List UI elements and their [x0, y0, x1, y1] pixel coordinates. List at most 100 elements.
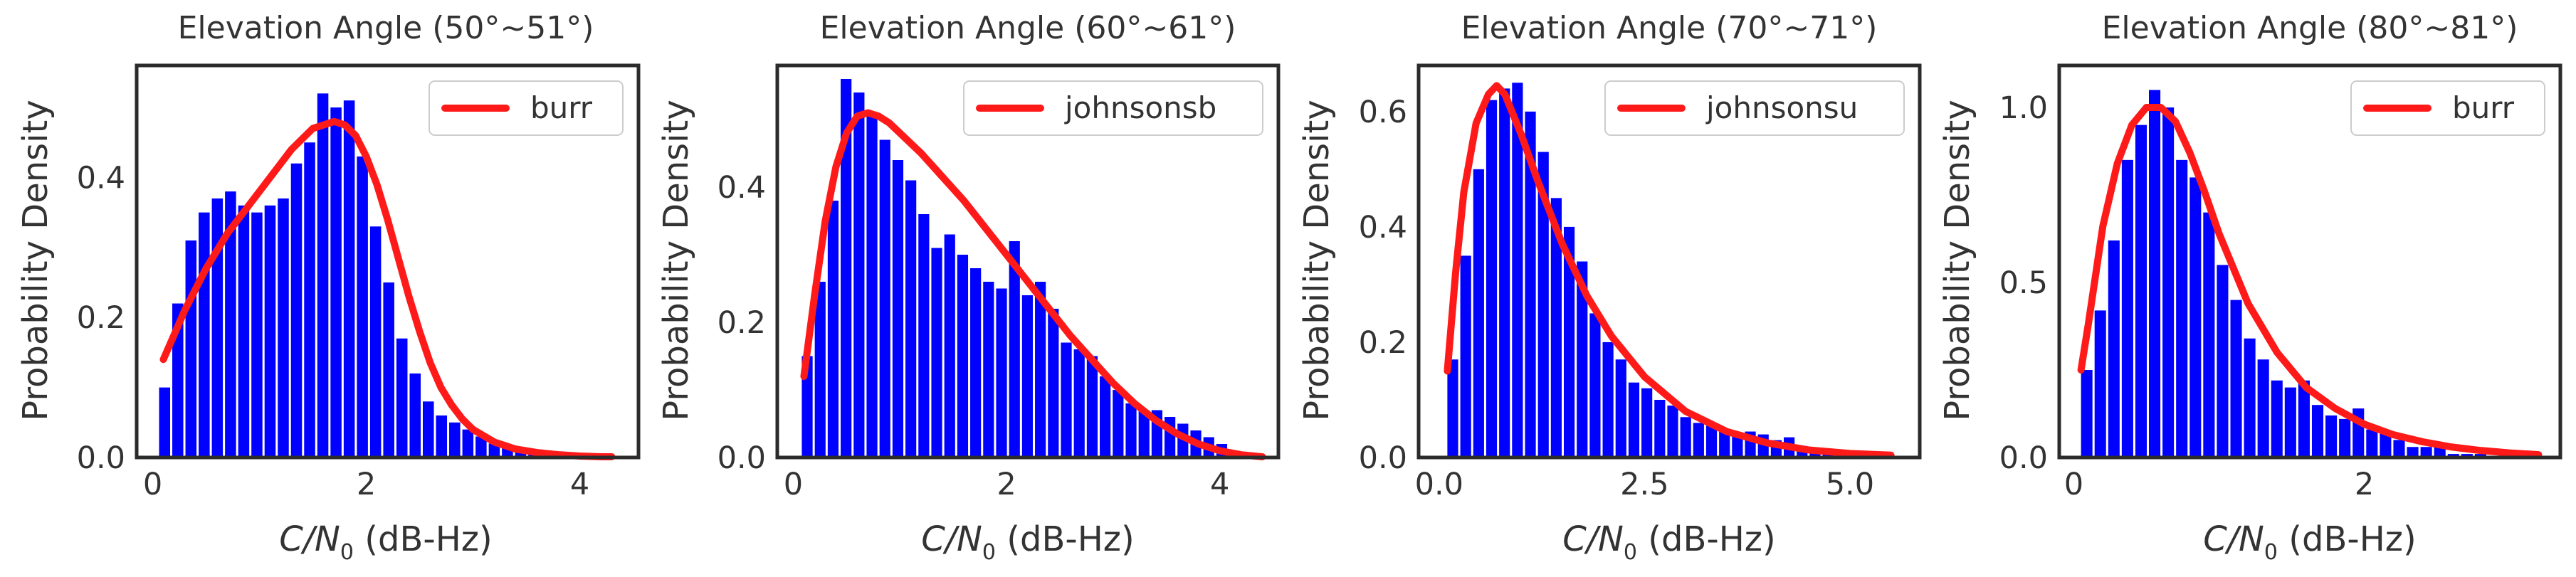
panel-title: Elevation Angle (60°~61°) [820, 10, 1236, 46]
histogram-bar [1628, 382, 1640, 457]
histogram-bar [225, 191, 236, 457]
histogram-bar [383, 282, 394, 457]
histogram-bar [159, 387, 171, 457]
histogram-bar [2244, 338, 2256, 457]
histogram-bar [290, 163, 303, 457]
histogram-bar [357, 156, 368, 457]
y-axis-label: Probability Density [16, 100, 56, 420]
histogram-bar [931, 248, 942, 457]
histogram-bar [1525, 111, 1536, 457]
y-axis-label: Probability Density [1938, 100, 1977, 420]
x-tick-label: 0 [143, 467, 162, 502]
histogram-bar [1486, 100, 1498, 457]
y-tick-label: 0.0 [77, 440, 125, 476]
histogram-bar [1100, 376, 1111, 457]
histogram-bar [172, 303, 184, 457]
histogram-bar [396, 338, 408, 457]
histogram-bar [853, 92, 865, 457]
y-axis-label: Probability Density [656, 100, 696, 420]
fit-curve-burr [159, 117, 616, 461]
histogram-bar [1073, 349, 1085, 457]
histogram-bar [1667, 406, 1678, 457]
histogram-bar [2339, 418, 2351, 457]
histogram-bar [251, 212, 263, 457]
histogram-bar [2094, 310, 2106, 458]
histogram-bar [905, 180, 917, 457]
histogram-bar [1732, 434, 1743, 457]
histogram-bar [369, 226, 382, 457]
x-tick-label: 0 [2064, 467, 2083, 502]
y-tick-label: 0.5 [1999, 265, 2048, 301]
legend-label: burr [530, 90, 593, 125]
histogram-bar [1654, 399, 1666, 457]
histogram-bar [2311, 405, 2324, 457]
histogram-bar [462, 429, 474, 457]
x-axis-label: C/N0 (dB-Hz) [279, 519, 492, 565]
histogram-bar [1705, 425, 1718, 457]
histogram-bar [841, 79, 852, 457]
x-tick-label: 2.5 [1620, 467, 1668, 502]
histogram-bar [1447, 359, 1458, 457]
histogram-bar [2257, 359, 2269, 457]
histogram-bar [1021, 295, 1034, 457]
x-axis-label: C/N0 (dB-Hz) [2203, 519, 2416, 565]
panel-4: Elevation Angle (80°~81°) Probability De… [1938, 10, 2562, 565]
histogram-bar [2135, 125, 2147, 457]
panel-title: Elevation Angle (50°~51°) [178, 10, 594, 46]
histogram-bar [436, 415, 448, 457]
histogram-bar [2325, 415, 2338, 457]
axes-frame [775, 63, 1281, 460]
legend-box [963, 80, 1263, 136]
panel-2: Elevation Angle (60°~61°) Probability De… [656, 10, 1281, 565]
y-tick-label: 1.0 [1999, 90, 2048, 126]
panel-title: Elevation Angle (70°~71°) [1461, 10, 1878, 46]
fit-curve-johnsonsb [800, 109, 1266, 461]
histogram-bar [970, 268, 982, 457]
legend-box [429, 80, 624, 136]
histogram-bar [879, 139, 890, 457]
histogram-bar [801, 356, 813, 457]
histogram-bar [488, 443, 500, 457]
histogram-bar [1499, 88, 1510, 457]
x-tick-label: 0 [784, 467, 803, 502]
axes-frame [2057, 63, 2562, 460]
histogram-bar [2420, 447, 2432, 457]
x-tick-label: 2 [997, 467, 1016, 502]
histogram-bar [1138, 410, 1150, 457]
histogram-bar [892, 160, 904, 457]
y-axis-label: Probability Density [1297, 100, 1337, 420]
histogram-bar [1473, 169, 1484, 457]
histogram-bar [1680, 417, 1691, 457]
histogram-bar [2162, 107, 2175, 458]
histogram-bar [264, 205, 276, 457]
histogram-bar [827, 201, 839, 457]
histogram-bar [449, 422, 461, 457]
histogram-bar [2203, 212, 2215, 457]
legend-label: johnsonsb [1064, 90, 1216, 125]
histogram-bar [1048, 309, 1059, 457]
histogram-bar [330, 107, 342, 458]
histogram-bar [515, 450, 527, 457]
histogram-bar [1035, 282, 1046, 457]
histogram-bar [1693, 423, 1704, 457]
histogram-bar [1719, 428, 1730, 457]
y-tick-label: 0.4 [77, 160, 125, 196]
histogram-bar [2230, 300, 2242, 457]
legend-label: johnsonsu [1705, 90, 1858, 125]
histogram-bar [2434, 447, 2446, 457]
histogram-bar [1460, 255, 1471, 457]
y-tick-label: 0.2 [77, 300, 125, 336]
y-tick-label: 0.2 [1359, 325, 1407, 361]
histogram-bar [2189, 177, 2202, 457]
histogram-bar [2393, 440, 2405, 457]
histogram-bar [2366, 429, 2378, 457]
histogram-bar [1512, 83, 1523, 457]
y-tick-label: 0.0 [1359, 440, 1407, 476]
histogram-bar [2380, 433, 2392, 457]
fit-curve-burr [2077, 104, 2543, 459]
histogram-bar [409, 373, 421, 457]
legend-box [2350, 80, 2545, 136]
axes-frame [135, 63, 641, 460]
histogram-bar [2081, 370, 2093, 457]
histogram-bar [866, 112, 878, 457]
